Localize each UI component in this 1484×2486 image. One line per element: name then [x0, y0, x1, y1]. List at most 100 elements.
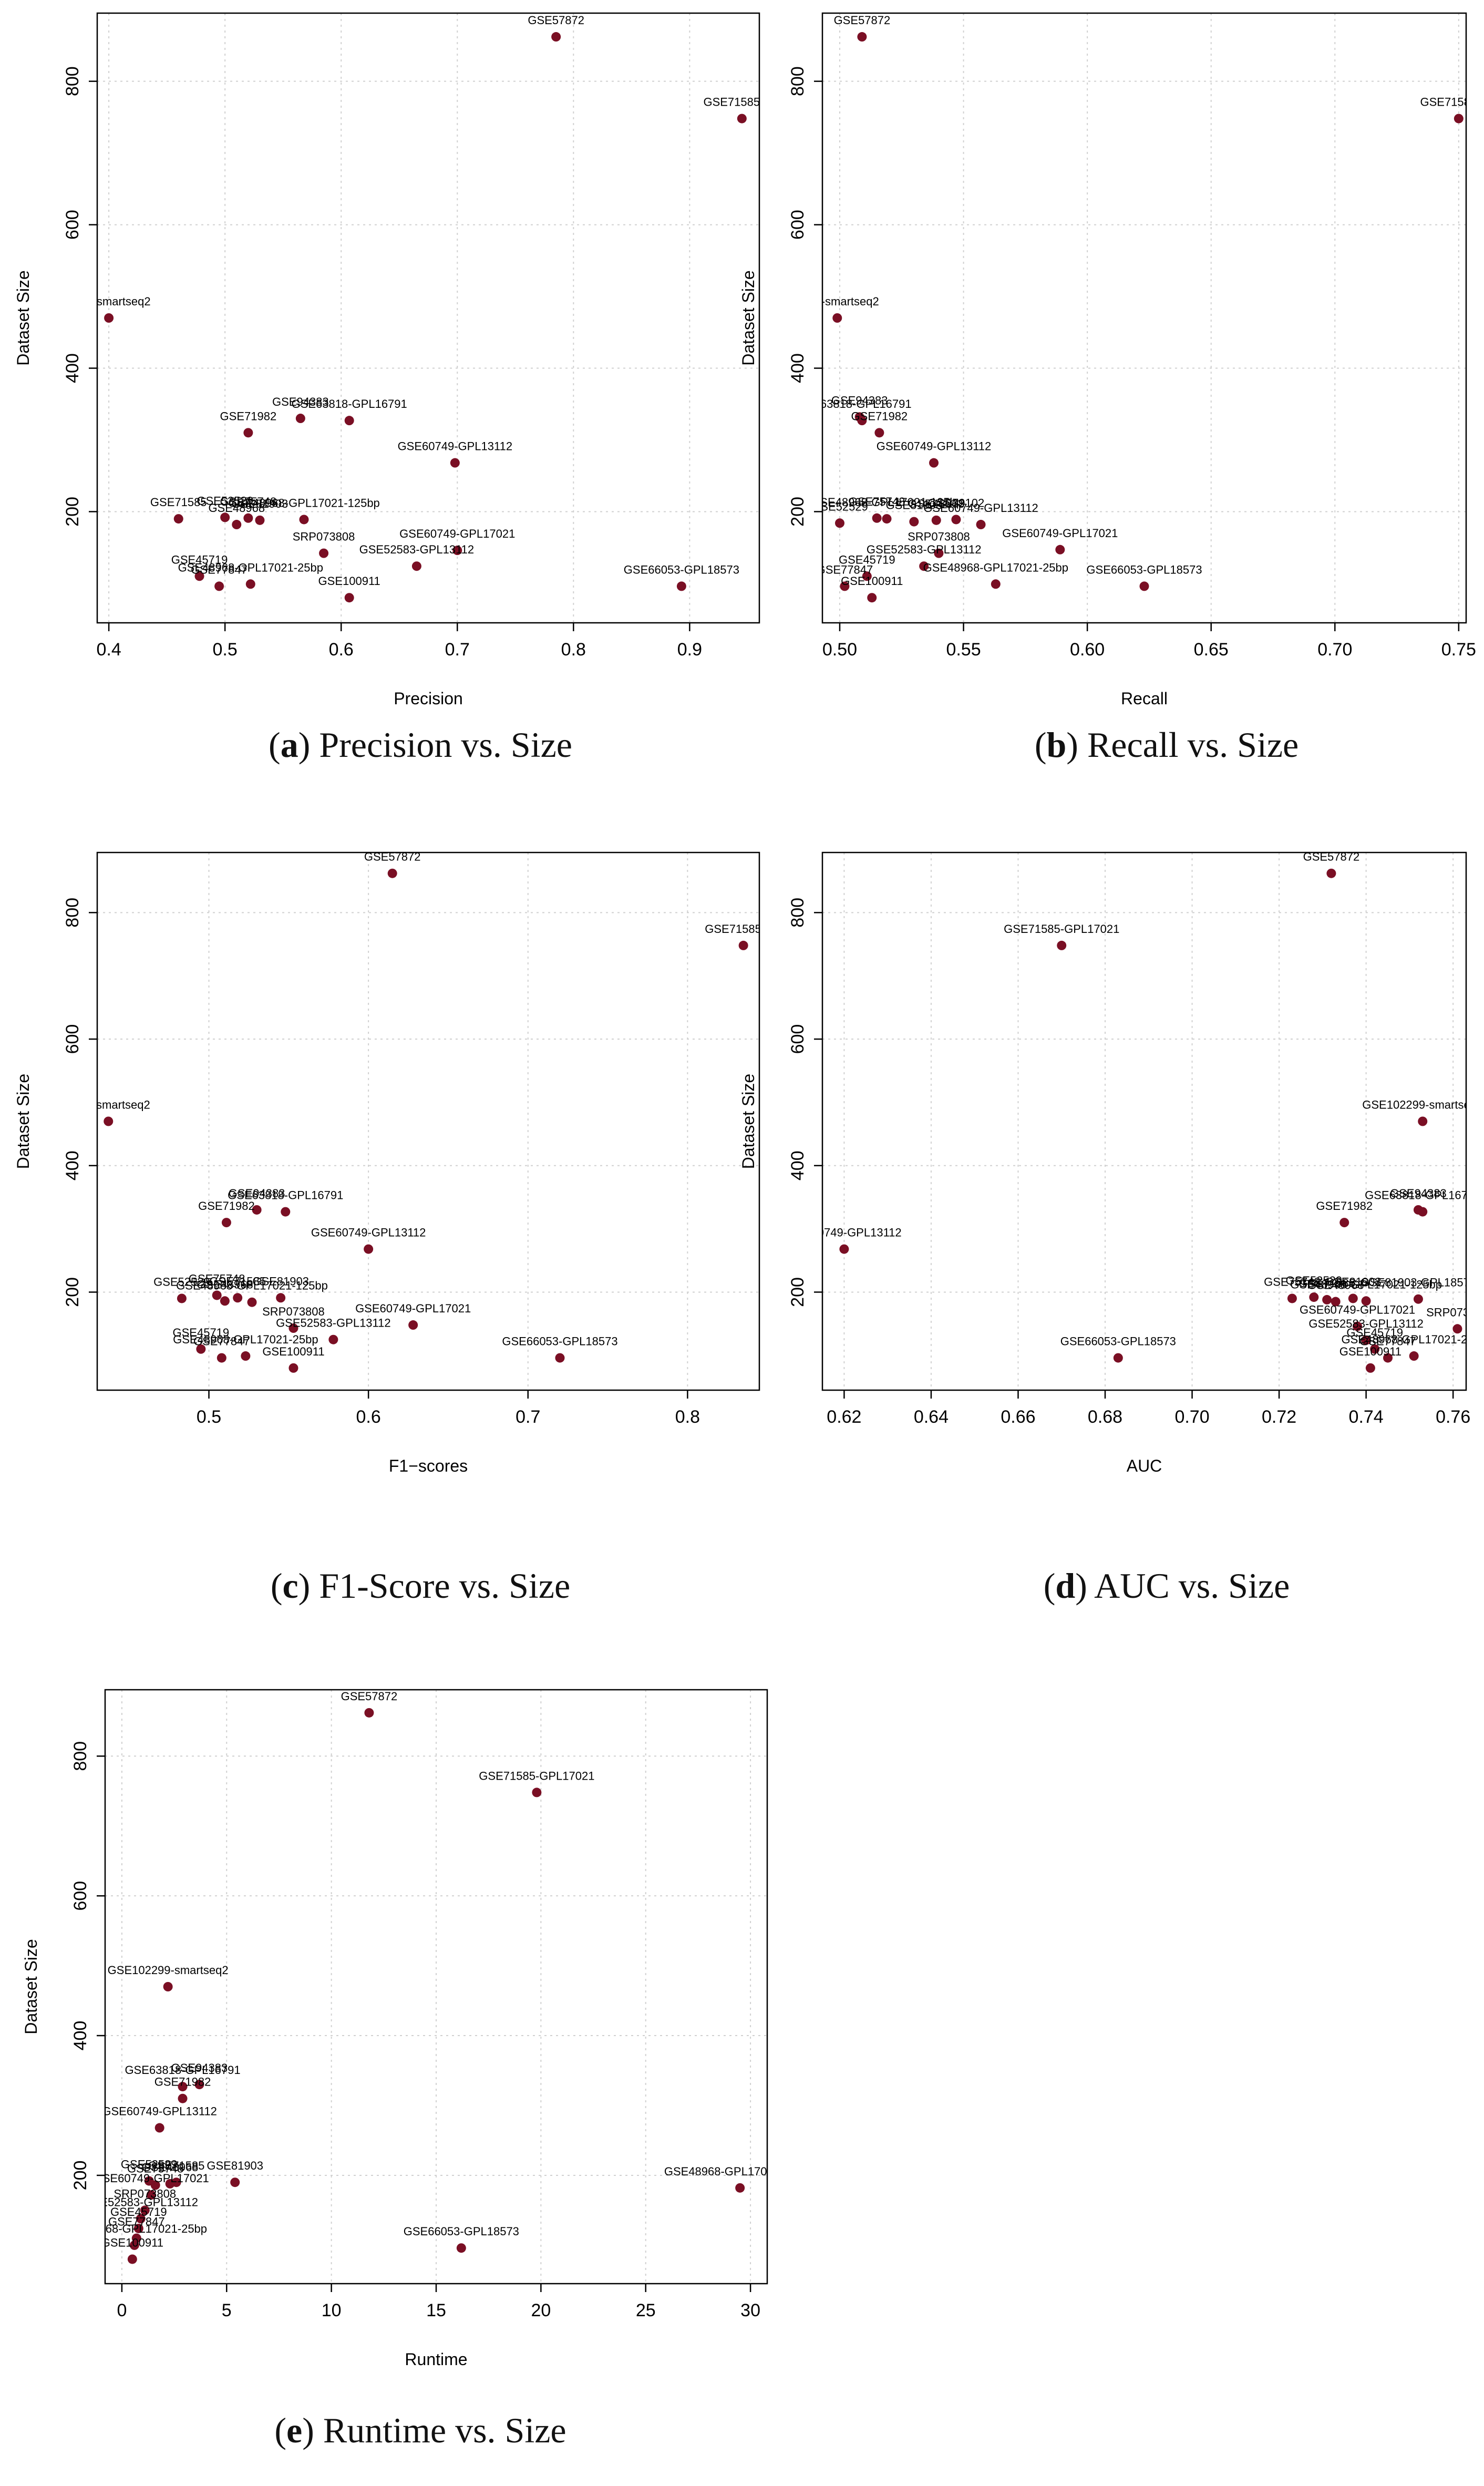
chart-a-ytick-label-0: 200 — [63, 497, 83, 527]
chart-d-point-label-3: GSE94383 — [1390, 1187, 1447, 1200]
chart-c-point-label-12: GSE81903 — [252, 1275, 309, 1288]
chart-e-point-label-5: GSE71982 — [154, 2076, 211, 2089]
chart-a-xtick-label-3: 0.7 — [445, 640, 470, 660]
chart-a-point-20 — [676, 581, 686, 591]
chart-d-xtick-label-6: 0.74 — [1349, 1407, 1384, 1427]
chart-d-point-label-7: GSE75748 — [1264, 1275, 1321, 1288]
chart-a-point-18 — [245, 579, 255, 589]
chart-e-xlabel: Runtime — [405, 2350, 467, 2369]
chart-c-point-1 — [738, 940, 748, 950]
chart-c-xtick-label-3: 0.8 — [675, 1407, 700, 1427]
chart-d-point-21 — [1113, 1353, 1123, 1363]
chart-d-ytick-label-0: 200 — [788, 1277, 808, 1307]
chart-e-ylabel: Dataset Size — [22, 1939, 40, 2034]
chart-b-point-15 — [1055, 545, 1065, 554]
chart-c-ytick-label-2: 600 — [63, 1024, 83, 1054]
chart-e-point-19 — [127, 2254, 137, 2264]
chart-e-point-label-9: GSE48968 — [142, 2161, 199, 2174]
chart-a-point-label-17: GSE77847 — [191, 563, 248, 576]
chart-d-point-17 — [1370, 1344, 1380, 1354]
chart-e-point-10 — [171, 2177, 181, 2187]
chart-a-point-1 — [737, 114, 747, 124]
chart-d-point-label-5: GSE71982 — [1316, 1199, 1373, 1213]
chart-b-ytick-label-1: 400 — [788, 353, 808, 383]
chart-b-point-11 — [931, 515, 941, 525]
chart-e-ytick-label-3: 800 — [70, 1741, 90, 1771]
chart-b-xtick-label-1: 0.55 — [946, 640, 981, 660]
chart-d-point-label-20: GSE100911 — [1339, 1345, 1401, 1358]
chart-e-xtick-label-3: 15 — [426, 2300, 446, 2320]
chart-b-point-16 — [919, 561, 929, 571]
chart-c-point-4 — [281, 1207, 291, 1217]
chart-d-point-20 — [1365, 1363, 1375, 1373]
chart-d-point-7 — [1287, 1293, 1297, 1303]
chart-e-point-label-0: GSE57872 — [341, 1690, 398, 1703]
chart-a-xtick-label-4: 0.8 — [561, 640, 586, 660]
caption-a-letter: a — [280, 725, 298, 765]
chart-d-point-label-15: GSE60749-GPL17021 — [1300, 1303, 1415, 1316]
chart-d-point-14 — [1452, 1324, 1462, 1334]
chart-c-point-label-11: GSE48968-GPL17021-125bp — [176, 1279, 328, 1292]
chart-b-point-label-9: GSE48968-GPL17021-125bp — [811, 496, 963, 509]
chart-e-point-2 — [163, 1982, 173, 1991]
chart-a-point-12 — [299, 515, 309, 525]
chart-d-point-19 — [1409, 1351, 1419, 1361]
chart-c-point-label-10: GSE71585 — [209, 1275, 266, 1288]
chart-a-point-8 — [220, 512, 230, 522]
chart-c-point-label-18: GSE48968-GPL17021-25bp — [173, 1333, 318, 1346]
chart-a-point-label-8: GSE52529 — [197, 494, 253, 507]
caption-a: (a) Precision vs. Size — [269, 725, 572, 765]
chart-b-point-label-14: SRP073808 — [908, 530, 970, 543]
chart-e-point-label-3: GSE94383 — [171, 2061, 228, 2074]
chart-b-xtick-label-0: 0.50 — [822, 640, 857, 660]
chart-d-point-6 — [839, 1244, 849, 1254]
chart-c-point-11 — [247, 1297, 257, 1307]
chart-c-frame — [96, 851, 760, 1391]
chart-a-point-label-14: GSE60749-GPL17021 — [399, 527, 515, 540]
chart-a-point-3 — [243, 428, 253, 438]
chart-b-point-4 — [857, 416, 867, 426]
chart-b-point-9 — [882, 514, 892, 524]
chart-d-point-0 — [1326, 868, 1336, 878]
chart-a-point-0 — [551, 32, 561, 42]
chart-b-point-label-20: GSE48968-GPL17021-25bp — [923, 561, 1068, 574]
chart-d-point-label-0: GSE57872 — [1303, 850, 1360, 864]
chart-e-point-12 — [735, 2183, 745, 2193]
chart-d-ylabel: Dataset Size — [739, 1074, 758, 1169]
chart-e-point-label-10: GSE71585 — [148, 2159, 205, 2172]
chart-d-xtick-label-5: 0.72 — [1262, 1407, 1296, 1427]
chart-b-point-19 — [867, 593, 877, 603]
caption-d-text: AUC vs. Size — [1094, 1566, 1290, 1606]
chart-a-point-label-13: SRP073808 — [293, 530, 355, 543]
chart-d-point-10 — [1331, 1297, 1341, 1307]
chart-d-point-label-21: GSE66053-GPL18573 — [1060, 1335, 1176, 1348]
chart-a-point-14 — [452, 546, 462, 556]
chart-e-point-8 — [150, 2180, 160, 2190]
chart-a-point-label-19: GSE100911 — [318, 574, 380, 588]
chart-c-xlabel: F1−scores — [389, 1456, 468, 1475]
chart-a-point-label-1: GSE71585-GP — [703, 96, 780, 109]
chart-d-xtick-label-2: 0.66 — [1001, 1407, 1035, 1427]
chart-b-ylabel: Dataset Size — [739, 270, 758, 365]
caption-e-text: Runtime vs. Size — [323, 2410, 566, 2450]
chart-a-point-11 — [255, 515, 265, 525]
chart-d-point-label-8: GSE52529 — [1285, 1274, 1342, 1287]
chart-b-point-label-8: GSE75748 — [849, 495, 905, 508]
chart-e-xtick-label-0: 0 — [117, 2300, 127, 2320]
chart-c-point-label-6: GSE60749-GPL13112 — [311, 1226, 426, 1239]
chart-c-point-label-17: GSE77847 — [193, 1335, 250, 1348]
chart-b-point-label-17: GSE45719 — [839, 553, 895, 566]
chart-e-point-label-1: GSE71585-GPL17021 — [479, 1769, 594, 1782]
chart-d-point-13 — [1413, 1294, 1423, 1304]
chart-b-point-label-10: GSE81903 — [886, 499, 943, 512]
chart-b-point-5 — [874, 428, 884, 438]
caption-e-letter: e — [286, 2410, 303, 2450]
chart-d-point-11 — [1348, 1293, 1358, 1303]
chart-b-xtick-label-3: 0.65 — [1194, 640, 1229, 660]
chart-b-point-label-5: GSE71982 — [851, 409, 908, 423]
chart-d-xtick-label-7: 0.76 — [1436, 1407, 1470, 1427]
chart-b-ytick-label-0: 200 — [788, 497, 808, 527]
chart-e-point-label-12: GSE48968-GPL17021-125bp — [664, 2165, 816, 2178]
chart-d-point-label-2: GSE102299-smartseq2 — [1362, 1098, 1483, 1112]
